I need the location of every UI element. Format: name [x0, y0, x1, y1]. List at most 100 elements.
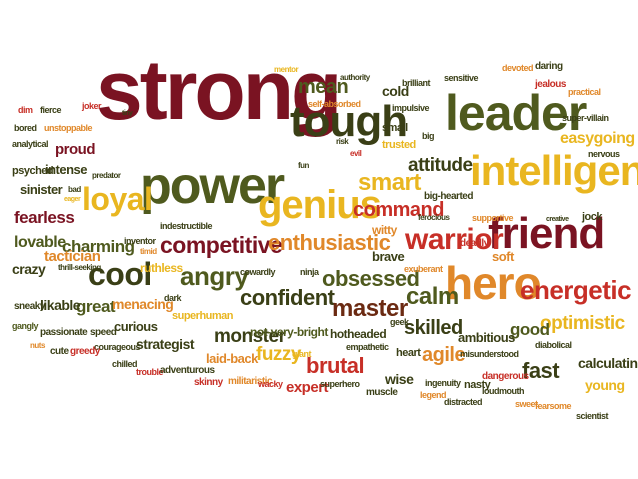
- word-cute: cute: [50, 346, 69, 357]
- word-lovable: lovable: [14, 234, 66, 251]
- word-warrior: warrior: [405, 223, 504, 256]
- word-ingenuity: ingenuity: [425, 378, 461, 388]
- word-supportive: supportive: [472, 213, 514, 223]
- word-soft: soft: [492, 249, 514, 264]
- word-deadly: deadly: [460, 238, 489, 249]
- word-attitude: attitude: [408, 155, 473, 176]
- word-jealous: jealous: [535, 79, 566, 90]
- word-nuts: nuts: [30, 341, 45, 350]
- word-intense: intense: [45, 162, 88, 177]
- word-superhuman: superhuman: [172, 310, 234, 322]
- word-authority: authority: [340, 73, 370, 82]
- word-calculating: calculating: [578, 355, 638, 371]
- word-big-hearted: big-hearted: [424, 191, 473, 202]
- word-sensitive: sensitive: [444, 73, 479, 83]
- word-power: power: [140, 157, 285, 215]
- word-sweet: sweet: [515, 399, 538, 409]
- word-wacky: wacky: [258, 379, 283, 389]
- word-tactician: tactician: [44, 248, 101, 265]
- word-daring: daring: [535, 61, 563, 72]
- word-nervous: nervous: [588, 149, 620, 159]
- word-expert: expert: [286, 379, 329, 396]
- word-wise: wise: [385, 371, 414, 387]
- word-fearsome: fearsome: [535, 401, 572, 411]
- word-devoted: devoted: [502, 63, 534, 73]
- word-legend: legend: [420, 390, 447, 400]
- word-gangly: gangly: [12, 321, 39, 331]
- word-smart: smart: [358, 169, 421, 196]
- word-ninja: ninja: [300, 267, 319, 277]
- word-dark: dark: [164, 293, 182, 303]
- word-skilled: skilled: [404, 317, 463, 339]
- word-muscle: muscle: [366, 387, 398, 398]
- word-impulsive: impulsive: [392, 103, 430, 113]
- word-master: master: [332, 295, 408, 322]
- word-calm: calm: [406, 283, 459, 310]
- word-charming: charming: [62, 237, 135, 256]
- word-fast: fast: [522, 358, 560, 383]
- word-loyal: loyal: [82, 181, 153, 217]
- word-young: young: [585, 377, 625, 393]
- word-psyched: psyched: [12, 165, 54, 177]
- word-enthusiastic: enthusiastic: [268, 230, 391, 255]
- word-optimistic: optimistic: [540, 313, 625, 334]
- word-brilliant: brilliant: [402, 78, 431, 88]
- word-angry: angry: [180, 261, 249, 291]
- word-easygoing: easygoing: [560, 130, 635, 147]
- word-obsessed: obsessed: [322, 266, 420, 291]
- word-genius: genius: [258, 183, 382, 227]
- word-fearless: fearless: [14, 208, 75, 227]
- word-self-absorbed: self-absorbed: [308, 99, 361, 109]
- word-not-very-bright: not-very-bright: [250, 325, 328, 339]
- word-trouble: trouble: [136, 367, 164, 377]
- word-thrill-seeking: thrill-seeking: [58, 263, 101, 272]
- word-fuzzy: fuzzy: [256, 344, 302, 365]
- word-bad: bad: [68, 185, 81, 194]
- word-cold: cold: [382, 83, 409, 99]
- word-tiny: tiny: [122, 110, 133, 117]
- word-eager: eager: [64, 196, 81, 203]
- word-timid: timid: [140, 247, 157, 256]
- word-confident: confident: [240, 285, 335, 310]
- word-ambitious: ambitious: [458, 330, 515, 345]
- word-empathetic: empathetic: [346, 342, 389, 352]
- word-hero: hero: [445, 257, 542, 309]
- word-cool: cool: [88, 256, 152, 292]
- word-passionate: passionate: [40, 327, 88, 338]
- word-jock: jock: [582, 211, 603, 223]
- word-inventor: inventor: [124, 236, 156, 246]
- word-bored: bored: [14, 123, 37, 133]
- word-sneaky: sneaky: [14, 301, 45, 312]
- word-loudmouth: loudmouth: [482, 386, 525, 396]
- word-scientist: scientist: [576, 411, 609, 421]
- word-predator: predator: [92, 171, 121, 180]
- word-likable: likable: [40, 297, 81, 313]
- word-dangerous: dangerous: [482, 371, 529, 382]
- word-cowardly: cowardly: [240, 267, 276, 277]
- word-skinny: skinny: [194, 377, 223, 388]
- word-mean: mean: [298, 76, 349, 98]
- word-friend: friend: [488, 209, 605, 258]
- word-hotheaded: hotheaded: [330, 327, 387, 341]
- word-energetic: energetic: [520, 275, 632, 305]
- word-militaristic: militaristic: [228, 376, 273, 387]
- word-practical: practical: [568, 87, 601, 97]
- word-creative: creative: [546, 216, 569, 223]
- word-witty: witty: [372, 223, 397, 237]
- word-joker: joker: [82, 101, 102, 111]
- word-super-villain: super-villain: [562, 113, 609, 123]
- word-great: great: [76, 297, 116, 316]
- word-chilled: chilled: [112, 359, 138, 369]
- word-competitive: competitive: [160, 232, 283, 258]
- word-laid-back: laid-back: [206, 351, 258, 366]
- word-superhero: superhero: [320, 379, 360, 389]
- word-strong: strong: [96, 43, 342, 137]
- word-giant: giant: [292, 349, 312, 359]
- word-crazy: crazy: [12, 261, 46, 277]
- word-distracted: distracted: [444, 397, 483, 407]
- word-agile: agile: [422, 344, 466, 366]
- word-strategist: strategist: [136, 336, 195, 352]
- word-proud: proud: [55, 141, 96, 158]
- word-indestructible: indestructible: [160, 221, 213, 231]
